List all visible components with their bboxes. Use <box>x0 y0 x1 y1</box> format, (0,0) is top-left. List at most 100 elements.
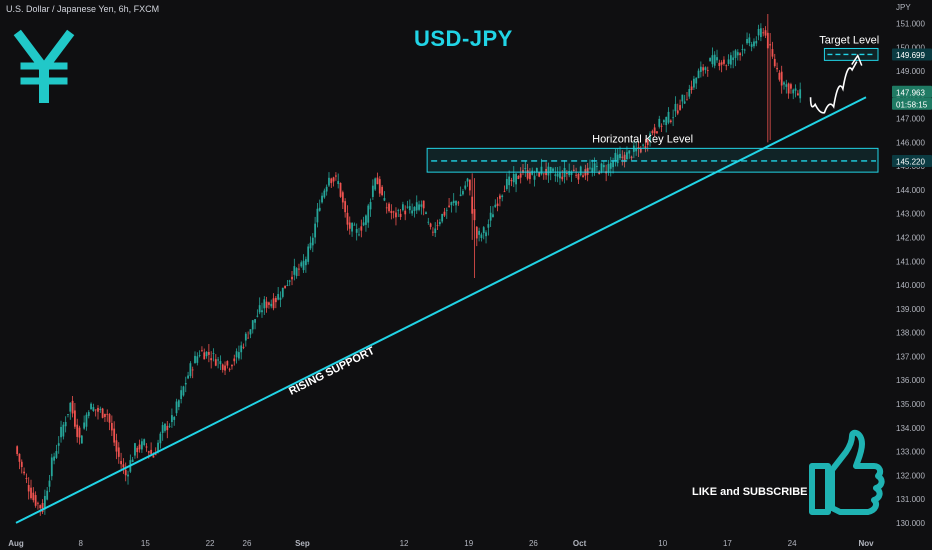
candle-body <box>32 492 35 501</box>
candle-body <box>783 82 785 85</box>
candle-body <box>378 179 381 194</box>
candle-body <box>579 166 582 176</box>
x-tick-label: 17 <box>723 539 732 548</box>
candle-body <box>37 502 39 504</box>
candle-body <box>533 175 536 180</box>
candle-body <box>288 280 291 282</box>
candle-body <box>496 203 499 206</box>
candle-body <box>244 333 247 341</box>
candle-body <box>411 210 414 214</box>
candle-body <box>376 177 379 185</box>
candle-body <box>173 417 176 420</box>
candle-body <box>757 28 760 36</box>
candle-body <box>489 212 492 221</box>
rising-support-line[interactable] <box>15 96 867 524</box>
candle-body <box>401 204 404 211</box>
candle-body <box>316 208 319 223</box>
candle-body <box>187 375 189 379</box>
candle-body <box>485 232 487 237</box>
candle-body <box>399 213 402 217</box>
candle-body <box>214 359 217 366</box>
candle-body <box>748 37 751 44</box>
candle-body <box>406 206 409 208</box>
candle-body <box>621 156 624 158</box>
axis-unit-label: JPY <box>896 3 911 12</box>
candle-body <box>602 165 605 168</box>
candle-body <box>48 480 51 487</box>
candle-body <box>272 298 275 309</box>
candle-body <box>131 459 134 462</box>
candle-body <box>210 358 213 361</box>
candle-body <box>556 173 559 177</box>
key-level-zone[interactable] <box>426 147 879 173</box>
candle-body <box>697 70 700 79</box>
candle-body <box>309 242 312 249</box>
candle-body <box>115 440 118 452</box>
candle-body <box>184 382 187 385</box>
candle-body <box>281 287 284 297</box>
target-level-zone[interactable] <box>823 47 879 61</box>
candle-body <box>136 447 139 453</box>
candle-body <box>212 353 215 354</box>
candle-body <box>586 167 589 175</box>
candle-body <box>207 352 210 355</box>
candle-body <box>300 262 303 267</box>
candle-body <box>351 222 353 232</box>
candle-body <box>362 222 365 226</box>
candle-body <box>171 415 173 423</box>
candle-body <box>794 88 797 91</box>
candle-body <box>552 168 554 172</box>
candle-body <box>395 212 397 218</box>
candle-body <box>274 297 277 303</box>
candle-body <box>427 221 430 223</box>
candle-body <box>494 204 497 208</box>
candle-body <box>609 162 612 169</box>
candle-body <box>67 414 69 415</box>
candle-body <box>464 185 467 189</box>
candle-body <box>672 117 675 119</box>
candle-body <box>498 195 501 199</box>
projected-path-arrow <box>809 61 858 114</box>
candle-body <box>478 230 481 235</box>
candle-body <box>642 144 645 146</box>
candle-body <box>695 77 698 84</box>
candle-body <box>39 505 42 509</box>
candle-body <box>108 414 111 423</box>
candle-body <box>242 346 245 348</box>
candle-body <box>743 49 746 51</box>
candle-body <box>30 487 32 499</box>
y-tick-label: 144.000 <box>896 186 925 195</box>
candle-body <box>688 89 691 97</box>
y-tick-label: 151.000 <box>896 20 925 29</box>
candle-body <box>508 176 511 186</box>
y-tick-label: 149.000 <box>896 67 925 76</box>
candle-body <box>780 71 783 86</box>
candle-body <box>332 177 335 182</box>
y-tick-label: 131.000 <box>896 495 925 504</box>
candle-body <box>344 201 347 213</box>
x-tick-label: Oct <box>573 539 587 548</box>
countdown-tag: 01:58:15 <box>896 100 928 109</box>
candle-body <box>113 428 116 443</box>
candle-body <box>542 173 545 175</box>
candle-body <box>683 101 686 104</box>
arrow-head-icon <box>851 53 863 66</box>
candle-body <box>16 446 19 455</box>
candle-body <box>646 140 649 146</box>
y-tick-label: 136.000 <box>896 376 925 385</box>
candle-body <box>651 131 654 133</box>
candle-body <box>769 44 772 46</box>
candle-body <box>268 302 270 305</box>
like-subscribe-label: LIKE and SUBSCRIBE <box>692 486 808 498</box>
thumbs-up-icon[interactable] <box>809 429 885 515</box>
candle-body <box>286 285 289 286</box>
candle-body <box>649 133 651 142</box>
candle-body <box>191 369 194 371</box>
candle-body <box>589 167 591 169</box>
candle-body <box>277 294 280 300</box>
countdown-tag-bg <box>892 97 932 110</box>
candle-body <box>83 422 86 429</box>
rising-support-label: RISING SUPPORT <box>287 345 377 398</box>
candle-body <box>676 110 679 114</box>
